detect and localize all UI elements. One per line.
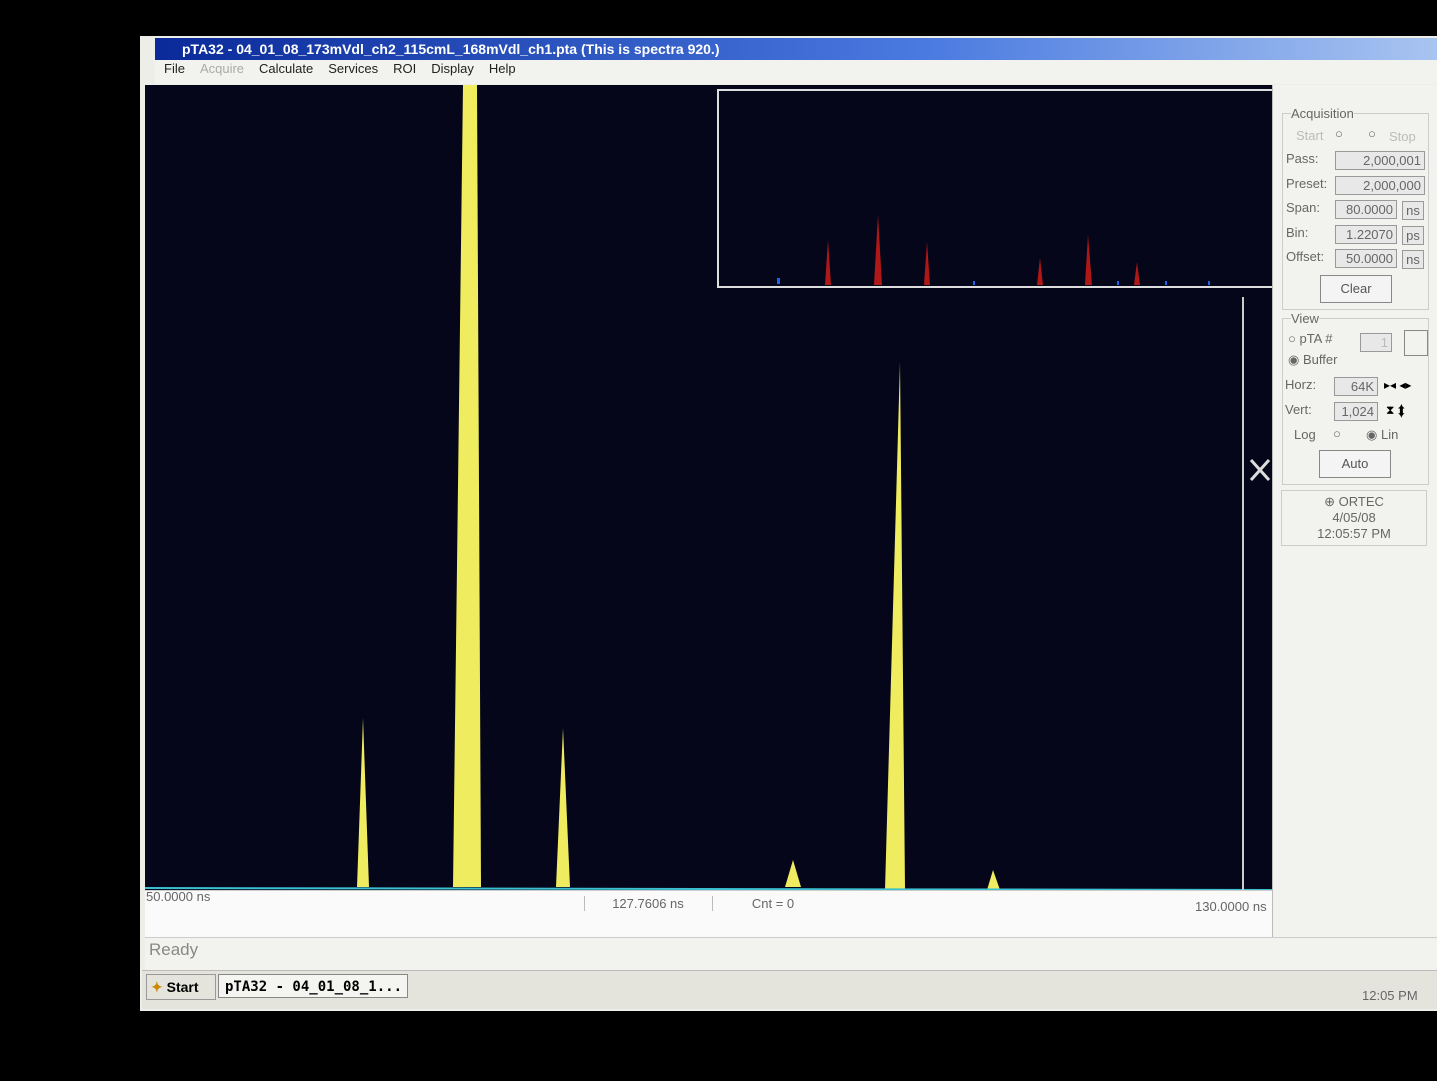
field-label: Vert: bbox=[1285, 402, 1312, 417]
menu-item[interactable]: ROI bbox=[393, 61, 416, 76]
log-label: Log bbox=[1294, 427, 1316, 442]
status-text: Ready bbox=[149, 940, 198, 960]
info-box: ⊕ ORTEC 4/05/08 12:05:57 PM bbox=[1281, 490, 1427, 546]
window-title: pTA32 - 04_01_08_173mVdl_ch2_115cmL_168m… bbox=[182, 41, 719, 57]
task-button[interactable]: pTA32 - 04_01_08_1... bbox=[218, 974, 408, 998]
radio-buffer[interactable]: ◉ Buffer bbox=[1288, 352, 1337, 368]
zoom-buttons[interactable]: ▸◂ ◂▸ bbox=[1384, 378, 1411, 392]
field-value: 80.0000 bbox=[1335, 200, 1397, 219]
clock: 12:05 PM bbox=[1362, 988, 1418, 1003]
field-unit: ns bbox=[1402, 250, 1424, 269]
menu-item[interactable]: Help bbox=[489, 61, 516, 76]
radio-stop: Stop bbox=[1389, 129, 1416, 144]
zoom-buttons[interactable]: ⧗ ⬍ bbox=[1386, 403, 1405, 418]
pta-value: 1 bbox=[1360, 333, 1392, 352]
group-title: View bbox=[1291, 311, 1319, 326]
menu-item[interactable]: File bbox=[164, 61, 185, 76]
time: 12:05:57 PM bbox=[1282, 526, 1426, 542]
radio-lin[interactable]: ◉ Lin bbox=[1366, 427, 1398, 443]
count-label: Cnt = 0 bbox=[712, 896, 833, 911]
group-title: Acquisition bbox=[1291, 106, 1354, 121]
spectrum-view bbox=[145, 85, 1272, 890]
spinner[interactable] bbox=[1404, 330, 1428, 356]
menu-item[interactable]: Services bbox=[328, 61, 378, 76]
radio[interactable]: ○ bbox=[1333, 426, 1341, 441]
menu-item: Acquire bbox=[200, 61, 244, 76]
field-value: 1.22070 bbox=[1335, 225, 1397, 244]
screen: pTA32 - 04_01_08_173mVdl_ch2_115cmL_168m… bbox=[0, 0, 1437, 1081]
field-label: Offset: bbox=[1286, 249, 1324, 264]
status-bar bbox=[145, 937, 1437, 970]
field-unit: ns bbox=[1402, 201, 1424, 220]
start-button[interactable]: ✦ Start bbox=[146, 974, 216, 1000]
axis-right-label: 130.0000 ns bbox=[1195, 899, 1267, 914]
brand: ORTEC bbox=[1339, 494, 1384, 509]
overview bbox=[718, 90, 1272, 287]
field-value: 2,000,001 bbox=[1335, 151, 1425, 170]
field-value: 50.0000 bbox=[1335, 249, 1397, 268]
field-value: 1,024 bbox=[1334, 402, 1378, 421]
clear-button[interactable]: Clear bbox=[1320, 275, 1392, 303]
field-label: Preset: bbox=[1286, 176, 1327, 191]
field-value: 2,000,000 bbox=[1335, 176, 1425, 195]
radio-start: Start bbox=[1296, 128, 1323, 143]
axis-left-label: 50.0000 ns bbox=[146, 889, 210, 904]
radio-label: Lin bbox=[1381, 427, 1398, 442]
field-label: Span: bbox=[1286, 200, 1320, 215]
start-label: Start bbox=[167, 979, 199, 995]
menu: File Acquire Calculate Services ROI Disp… bbox=[164, 61, 516, 76]
radio[interactable]: ○ bbox=[1335, 126, 1343, 141]
field-value: 64K bbox=[1334, 377, 1378, 396]
menu-item[interactable]: Display bbox=[431, 61, 474, 76]
field-label: Pass: bbox=[1286, 151, 1319, 166]
cursor-label: 127.7606 ns bbox=[584, 896, 711, 911]
radio-label: Buffer bbox=[1303, 352, 1337, 367]
field-label: Horz: bbox=[1285, 377, 1316, 392]
date: 4/05/08 bbox=[1282, 510, 1426, 526]
field-unit: ps bbox=[1402, 226, 1424, 245]
menu-item[interactable]: Calculate bbox=[259, 61, 313, 76]
radio-pta[interactable]: ○ pTA # bbox=[1288, 331, 1332, 346]
radio[interactable]: ○ bbox=[1368, 126, 1376, 141]
field-label: Bin: bbox=[1286, 225, 1308, 240]
radio-label: pTA # bbox=[1299, 331, 1332, 346]
auto-button[interactable]: Auto bbox=[1319, 450, 1391, 478]
page: {"window":{"title":"pTA32 - 04_01_08_173… bbox=[0, 0, 1437, 1081]
